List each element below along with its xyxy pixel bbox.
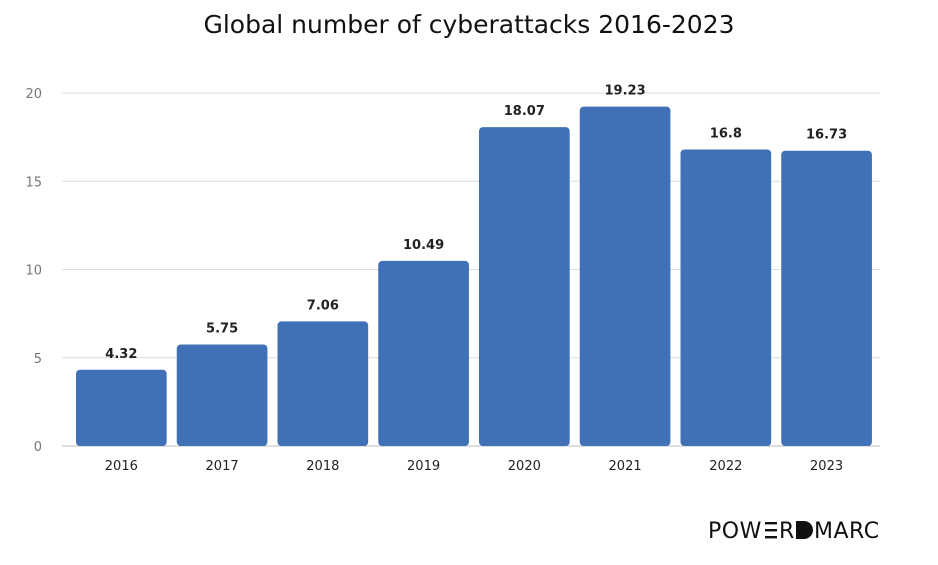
x-tick-label: 2018: [306, 459, 339, 474]
x-tick-label: 2022: [709, 459, 742, 474]
bar-value-label: 19.23: [605, 84, 646, 99]
bar-value-label: 10.49: [403, 238, 444, 253]
x-tick-label: 2017: [206, 459, 239, 474]
svg-text:POW: POW: [708, 519, 762, 544]
bar-value-label: 4.32: [105, 347, 137, 362]
y-tick-label: 15: [25, 175, 42, 190]
x-tick-label: 2020: [508, 459, 541, 474]
y-tick-label: 10: [25, 264, 42, 279]
bar: [378, 260, 469, 446]
chart-title: Global number of cyberattacks 2016-2023: [203, 10, 735, 39]
bar: [579, 106, 671, 446]
x-tick-label: 2016: [105, 459, 138, 474]
y-tick-label: 20: [25, 87, 42, 102]
svg-text:R: R: [779, 519, 795, 544]
x-tick-label: 2021: [609, 459, 642, 474]
y-tick-label: 0: [34, 440, 42, 455]
powerdmarc-logo-mark: POW R MARC: [708, 519, 880, 544]
bar-value-label: 16.73: [806, 128, 847, 143]
bar: [680, 149, 772, 447]
bar-value-label: 5.75: [206, 322, 238, 337]
bar: [479, 127, 570, 446]
y-tick-label: 5: [34, 352, 42, 367]
bar: [76, 369, 167, 446]
bar: [277, 321, 369, 446]
powerdmarc-logo: POW R MARC: [708, 516, 880, 544]
bar-value-label: 16.8: [710, 126, 742, 141]
bar: [781, 150, 872, 446]
bar-value-label: 7.06: [307, 298, 339, 313]
bar: [176, 344, 268, 446]
svg-text:MARC: MARC: [814, 519, 880, 544]
x-tick-label: 2019: [407, 459, 440, 474]
bar-value-label: 18.07: [504, 104, 545, 119]
x-tick-label: 2023: [810, 459, 843, 474]
